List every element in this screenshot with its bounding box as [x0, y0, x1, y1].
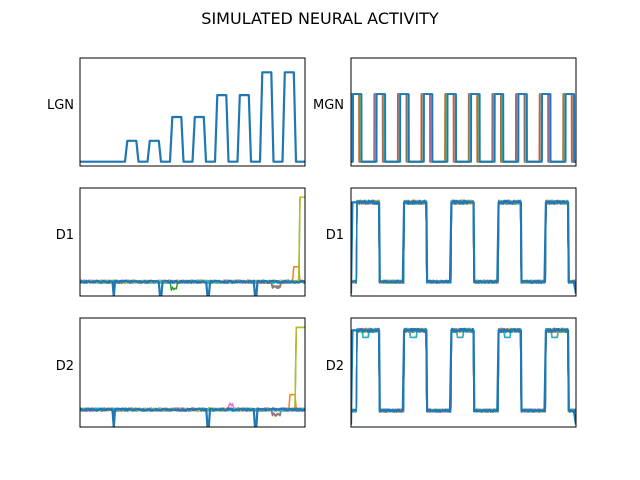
series-lgn-line [80, 71, 305, 163]
figure-title: SIMULATED NEURAL ACTIVITY [201, 9, 439, 28]
panel-d2-left: D2 [56, 317, 306, 428]
ylabel-mgn: MGN [313, 98, 344, 113]
panel-d1-left: D1 [56, 187, 306, 297]
axes-frame-d1-left [79, 187, 306, 297]
series-square-trace-4 [351, 199, 576, 284]
series-mgn-trace-9 [351, 93, 576, 163]
ylabel-d1-left: D1 [56, 228, 74, 243]
plot-area-d2-left [80, 326, 305, 427]
series-square-trace-2 [351, 327, 576, 413]
series-square-trace-0 [351, 199, 576, 284]
series-mean-trace [80, 279, 305, 296]
series-square-trace-7 [351, 327, 576, 413]
series-square-trace-3 [351, 327, 576, 413]
series-square-trace-8 [351, 327, 576, 413]
axes-frame-lgn [79, 57, 306, 167]
series-square-mean [351, 201, 576, 294]
series-square-trace-9 [351, 327, 576, 413]
ylabel-lgn: LGN [47, 98, 74, 113]
axes-frame-d2-right [350, 317, 577, 428]
series-square-trace-4 [351, 327, 576, 413]
series-square-trace-6 [351, 327, 576, 413]
ylabel-d1-right: D1 [326, 228, 344, 243]
series-square-trace-0 [351, 327, 576, 413]
series-noise-trace-8 [80, 326, 305, 412]
series-noise-trace-2 [80, 196, 305, 291]
panel-d1-right: D1 [326, 187, 577, 297]
axes-frame-d2-left [79, 317, 306, 428]
series-square-trace-1 [351, 327, 576, 413]
ylabel-d2-left: D2 [56, 359, 74, 374]
series-square-trace-1 [351, 199, 576, 284]
series-square-trace-9 [351, 199, 576, 284]
series-square-trace-5 [351, 327, 576, 413]
series-square-trace-5 [351, 199, 576, 284]
panel-mgn: MGN [313, 57, 577, 167]
series-mean-trace [80, 407, 305, 427]
series-square-trace-3 [351, 199, 576, 284]
series-square-trace-2 [351, 199, 576, 284]
axes-frame-mgn [350, 57, 577, 167]
ylabel-d2-right: D2 [326, 359, 344, 374]
panel-lgn: LGN [47, 57, 306, 167]
plot-area-d1-left [80, 196, 305, 296]
series-square-trace-6 [351, 199, 576, 284]
panel-d2-right: D2 [326, 317, 577, 428]
axes-frame-d1-right [350, 187, 577, 297]
series-square-trace-8 [351, 199, 576, 284]
plot-area-d1-right [351, 199, 576, 294]
series-noise-trace-8 [80, 196, 305, 284]
series-square-mean [351, 329, 576, 425]
plot-area-lgn [80, 71, 305, 163]
series-square-trace-7 [351, 199, 576, 284]
series-noise-trace-2 [80, 326, 305, 412]
plot-area-d2-right [351, 327, 576, 425]
plot-area-mgn [351, 93, 576, 163]
